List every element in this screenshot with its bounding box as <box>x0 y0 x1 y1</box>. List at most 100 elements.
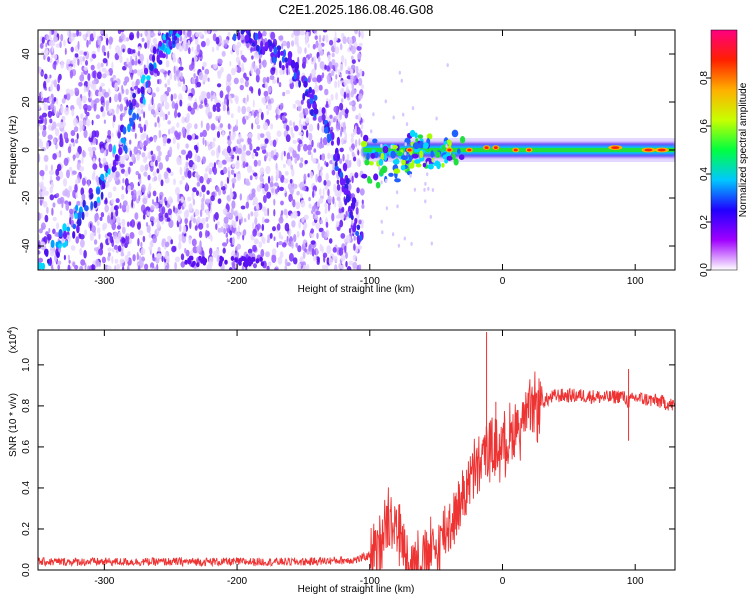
noise-speckle <box>309 53 313 58</box>
noise-speckle <box>345 251 348 259</box>
noise-speckle <box>117 245 122 252</box>
noise-speckle <box>229 61 232 67</box>
noise-speckle <box>285 124 290 132</box>
noise-speckle <box>263 90 269 97</box>
faint-dot <box>426 172 429 177</box>
noise-speckle <box>67 264 71 270</box>
noise-speckle <box>358 112 361 122</box>
noise-speckle <box>325 162 329 168</box>
noise-speckle <box>151 96 154 106</box>
noise-speckle <box>104 149 107 157</box>
arc-speckle <box>260 40 264 49</box>
noise-speckle <box>236 173 241 181</box>
arc-speckle <box>331 132 335 141</box>
noise-speckle <box>231 177 237 184</box>
noise-speckle <box>265 95 270 100</box>
noise-speckle <box>50 181 54 189</box>
noise-speckle <box>201 217 206 226</box>
noise-speckle <box>180 253 185 261</box>
noise-speckle <box>196 181 201 187</box>
noise-speckle <box>75 139 79 144</box>
colorbar-tick-label: 0.4 <box>699 167 710 181</box>
noise-speckle <box>141 37 145 42</box>
faint-dot <box>391 232 395 237</box>
noise-speckle <box>68 30 72 39</box>
noise-speckle <box>55 175 61 181</box>
noise-speckle <box>184 247 187 254</box>
noise-speckle <box>81 95 87 104</box>
colorbar-tick-label: 0.2 <box>699 215 710 229</box>
noise-speckle <box>169 72 173 80</box>
arc-speckle <box>169 30 173 35</box>
noise-speckle <box>114 205 119 211</box>
noise-speckle <box>331 169 336 176</box>
noise-speckle <box>122 178 125 184</box>
noise-speckle <box>324 64 327 70</box>
noise-speckle <box>320 166 323 171</box>
snr-multiplier: (x104) <box>7 327 19 354</box>
noise-speckle <box>286 41 291 49</box>
faint-dot <box>384 99 387 104</box>
noise-speckle <box>91 225 96 233</box>
noise-speckle <box>143 124 147 132</box>
noise-speckle <box>195 32 199 38</box>
noise-speckle <box>73 154 75 162</box>
noise-speckle <box>319 61 325 70</box>
noise-speckle <box>205 229 208 239</box>
noise-speckle <box>42 201 48 208</box>
noise-speckle <box>157 116 160 124</box>
noise-speckle <box>225 153 229 162</box>
noise-speckle <box>247 248 253 255</box>
noise-speckle <box>267 207 270 217</box>
noise-speckle <box>120 168 126 174</box>
noise-speckle <box>53 97 57 102</box>
noise-speckle <box>284 222 290 232</box>
arc-speckle <box>95 188 101 195</box>
noise-speckle <box>299 112 304 119</box>
noise-speckle <box>297 105 302 112</box>
noise-speckle <box>295 242 299 248</box>
noise-speckle <box>343 91 347 99</box>
noise-speckle <box>336 196 341 201</box>
noise-speckle <box>150 150 154 155</box>
noise-speckle <box>339 63 344 72</box>
noise-speckle <box>38 132 41 137</box>
arc-speckle <box>285 62 289 69</box>
noise-speckle <box>156 145 161 152</box>
noise-speckle <box>324 88 329 96</box>
noise-speckle <box>130 219 136 228</box>
noise-speckle <box>247 132 253 139</box>
noise-speckle <box>86 118 91 127</box>
noise-speckle <box>354 139 358 148</box>
arc-speckle <box>260 261 265 267</box>
noise-speckle <box>266 76 270 84</box>
noise-speckle <box>250 65 254 75</box>
noise-speckle <box>292 257 298 265</box>
noise-speckle <box>86 39 89 48</box>
arc-speckle <box>248 37 253 44</box>
noise-speckle <box>70 138 75 143</box>
noise-speckle <box>303 107 309 116</box>
noise-speckle <box>236 119 238 127</box>
noise-speckle <box>266 238 270 244</box>
arc-speckle <box>282 49 286 58</box>
noise-speckle <box>271 254 277 263</box>
noise-speckle <box>81 150 87 158</box>
noise-speckle <box>192 217 197 224</box>
noise-speckle <box>339 212 345 221</box>
noise-speckle <box>165 60 170 68</box>
arc-speckle <box>84 205 89 212</box>
arc-speckle <box>146 75 151 81</box>
noise-speckle <box>259 174 264 183</box>
noise-speckle <box>68 37 73 43</box>
snr-frame <box>37 329 676 571</box>
noise-speckle <box>297 263 302 270</box>
noise-speckle <box>60 104 64 114</box>
band-speckle <box>422 162 427 168</box>
noise-speckle <box>52 216 57 222</box>
arc-speckle <box>251 41 256 47</box>
noise-speckle <box>241 105 247 115</box>
noise-speckle <box>102 73 107 79</box>
band-speckle <box>415 138 419 143</box>
